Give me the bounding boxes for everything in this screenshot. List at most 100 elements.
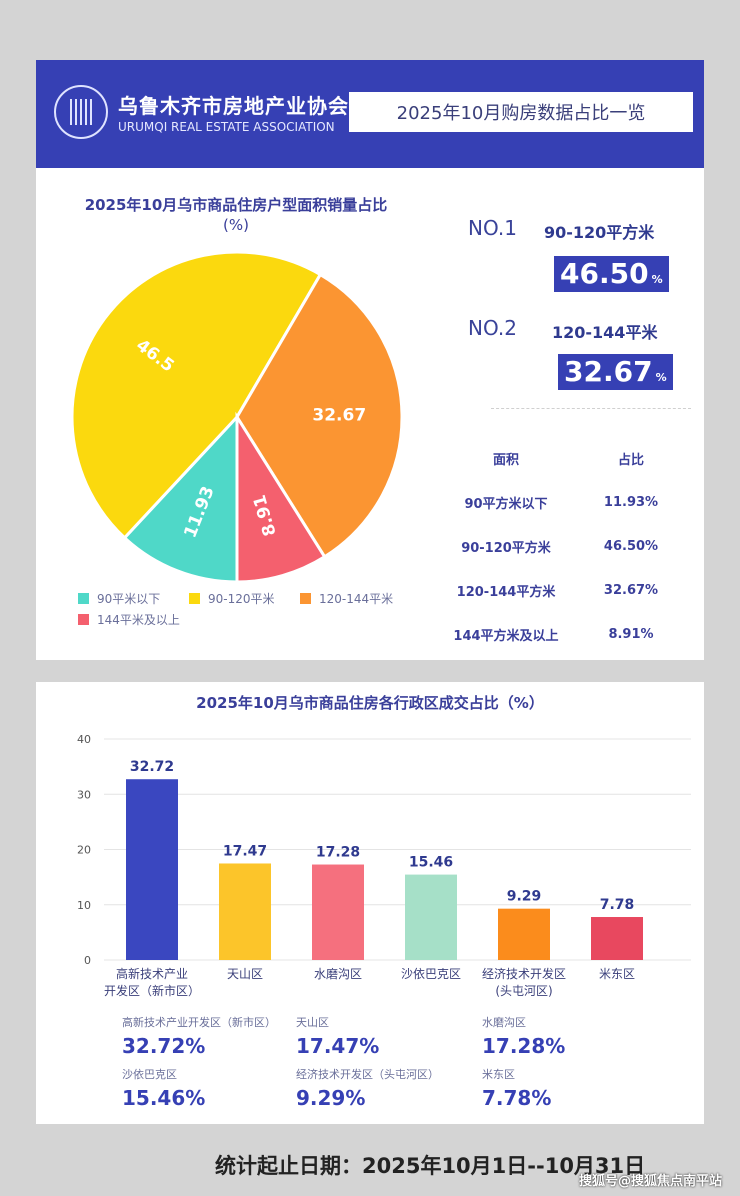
district-summary: 米东区 7.78% [482, 1066, 551, 1110]
district-name: 水磨沟区 [482, 1016, 526, 1029]
header-area: 面积 [492, 452, 519, 468]
area-share-table: 面积 占比 90平方米以下 11.93% 90-120平方米 46.50% 120-1… [436, 436, 696, 656]
legend-label: 90-120平米 [208, 592, 275, 606]
header-banner: 乌鲁木齐市房地产业协会 URUMQI REAL ESTATE ASSOCIATI… [36, 60, 704, 168]
district-summary: 天山区 17.47% [296, 1014, 379, 1058]
x-tick-label: 天山区 [227, 967, 263, 981]
district-share: 32.72% [122, 1034, 206, 1058]
district-name: 米东区 [482, 1068, 515, 1081]
legend-swatch [78, 614, 89, 625]
y-tick-label: 30 [77, 788, 91, 801]
legend-item: 120-144平米 [300, 590, 393, 607]
pie-slice [235, 272, 404, 559]
legend-swatch [189, 593, 200, 604]
table-row: 90平方米以下 11.93% [436, 480, 696, 524]
legend-item: 90-120平米 [189, 590, 275, 607]
rank-1-range: 90-120平方米 [544, 223, 655, 242]
cell: 144平方米及以上 [453, 628, 559, 644]
association-logo-icon [54, 85, 108, 139]
pie-slice [122, 413, 239, 584]
pie-subtitle: (%) [223, 216, 249, 234]
date-range: 统计起止日期：2025年10月1日--10月31日 [215, 1154, 646, 1178]
district-share: 9.29% [296, 1086, 366, 1110]
table-row: 144平方米及以上 8.91% [436, 612, 696, 656]
cell: 11.93% [603, 494, 659, 510]
value-unit: % [651, 273, 663, 286]
table-row: 120-144平方米 32.67% [436, 568, 696, 612]
district-name: 天山区 [296, 1016, 329, 1029]
y-tick-label: 0 [84, 954, 91, 967]
district-share: 17.28% [482, 1034, 566, 1058]
rank-1: NO.1 [468, 216, 517, 240]
bar [312, 864, 364, 960]
pie-data-label: 32.67 [312, 405, 366, 425]
y-tick-label: 20 [77, 844, 91, 857]
bar-data-label: 17.28 [316, 845, 360, 861]
cell: 8.91% [608, 626, 654, 642]
x-tick-label: 开发区（新市区） [104, 983, 200, 998]
legend-label: 120-144平米 [319, 592, 394, 606]
pie-title: 2025年10月乌市商品住房户型面积销量占比 [84, 196, 388, 214]
value-number: 46.50 [560, 257, 649, 290]
page-title: 2025年10月购房数据占比一览 [349, 92, 693, 132]
table-row: 90-120平方米 46.50% [436, 524, 696, 568]
district-card: 2025年10月乌市商品住房各行政区成交占比（%） 0 10 20 30 40 32.72… [36, 682, 704, 1124]
district-summary: 高新技术产业开发区（新市区） 32.72% [122, 1014, 276, 1058]
bar-data-label: 32.72 [130, 759, 174, 775]
rank-2-range: 120-144平米 [552, 323, 658, 342]
district-share: 7.78% [482, 1086, 552, 1110]
legend-label: 90平米以下 [97, 592, 161, 606]
district-summary: 水磨沟区 17.28% [482, 1014, 565, 1058]
x-tick-label: 米东区 [599, 967, 635, 981]
x-tick-label: 沙依巴克区 [401, 966, 461, 981]
bar [219, 863, 271, 960]
legend-item: 144平米及以上 [78, 611, 180, 628]
rank-1-value: 46.50% [554, 256, 669, 292]
org-name-en: URUMQI REAL ESTATE ASSOCIATION [118, 120, 335, 134]
district-share: 15.46% [122, 1086, 206, 1110]
legend-label: 144平米及以上 [97, 613, 180, 627]
district-name: 沙依巴克区 [122, 1068, 177, 1081]
rank-2: NO.2 [468, 316, 517, 340]
unit-size-card: 2025年10月乌市商品住房户型面积销量占比 (%) 11.93 46.5 32.6… [36, 168, 704, 660]
cell: 32.67% [603, 582, 659, 598]
value-number: 32.67 [564, 355, 653, 388]
header-share: 占比 [617, 452, 644, 468]
rank-2-value: 32.67% [558, 354, 673, 390]
legend-item: 90平米以下 [78, 590, 160, 607]
legend-swatch [300, 593, 311, 604]
y-tick-label: 10 [77, 899, 91, 912]
cell: 46.50% [603, 538, 659, 554]
legend-swatch [78, 593, 89, 604]
org-name-cn: 乌鲁木齐市房地产业协会 [118, 94, 349, 118]
bar [126, 779, 178, 960]
bar [498, 908, 550, 960]
divider [491, 408, 691, 409]
district-name: 经济技术开发区（头屯河区） [296, 1068, 439, 1081]
bar-data-label: 7.78 [600, 897, 635, 913]
value-unit: % [655, 371, 667, 384]
table-header: 面积 占比 [436, 436, 696, 480]
cell: 90平方米以下 [464, 496, 548, 512]
x-tick-label: 高新技术产业 [116, 966, 188, 981]
cell: 90-120平方米 [461, 540, 551, 556]
bar [591, 917, 643, 960]
x-tick-label: (头屯河区) [495, 984, 552, 998]
district-summary: 经济技术开发区（头屯河区） 9.29% [296, 1066, 439, 1110]
x-tick-label: 经济技术开发区 [482, 966, 566, 981]
district-share: 17.47% [296, 1034, 380, 1058]
bar-data-label: 9.29 [507, 889, 542, 905]
pie-slice [235, 411, 327, 584]
bar-chart: 0 10 20 30 40 32.72 高新技术产业开发区（新市区） 17.47 天山区 17.2… [77, 733, 691, 998]
bar-title: 2025年10月乌市商品住房各行政区成交占比（%） [196, 694, 544, 712]
bar-data-label: 15.46 [409, 855, 453, 871]
watermark: 搜狐号@搜狐焦点南平站 [578, 1174, 722, 1189]
cell: 120-144平方米 [456, 584, 556, 600]
y-tick-label: 40 [77, 733, 91, 746]
bar-data-label: 17.47 [223, 843, 267, 859]
x-tick-label: 水磨沟区 [314, 967, 362, 981]
pie-slice [70, 250, 323, 540]
bar [405, 874, 457, 960]
district-summary: 沙依巴克区 15.46% [122, 1066, 205, 1110]
